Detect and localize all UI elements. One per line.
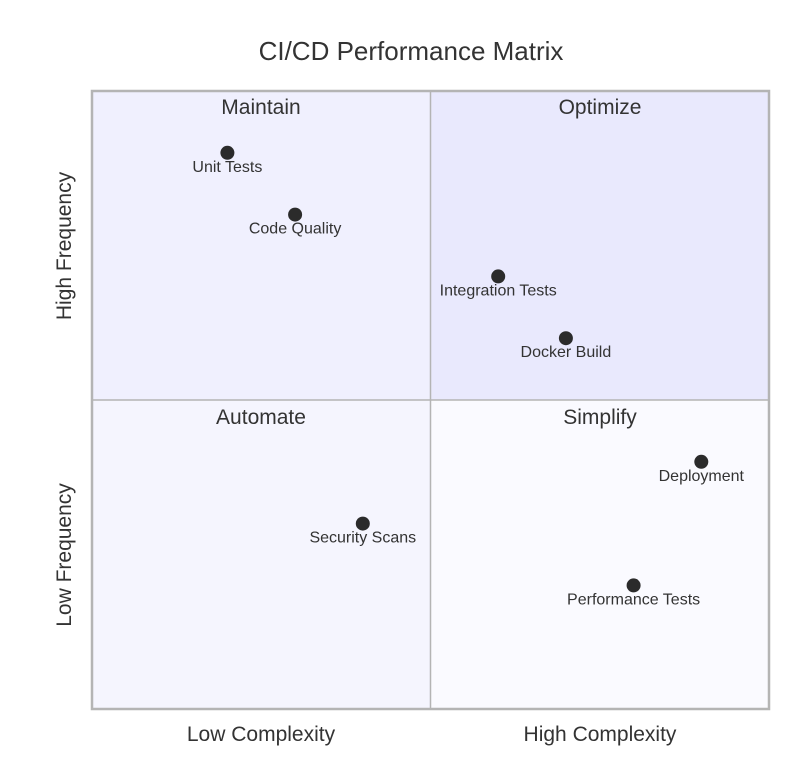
quadrant-top-left — [92, 91, 431, 400]
points-layer: Unit Tests Code Quality Integration Tests D… — [192, 145, 745, 608]
quadrant-label-bottom-right: Simplify — [563, 406, 637, 429]
data-point-label: Unit Tests — [192, 159, 262, 176]
y-axis-label-low: Low Frequency — [53, 483, 76, 627]
x-axis-label-low: Low Complexity — [187, 723, 336, 746]
quadrant-bottom-left — [92, 400, 431, 709]
y-axis-label-high: High Frequency — [53, 171, 76, 320]
quadrant-label-top-left: Maintain — [221, 96, 300, 119]
data-point-label: Security Scans — [309, 530, 416, 547]
data-point — [220, 145, 235, 160]
data-point-label: Integration Tests — [440, 282, 557, 299]
data-point-label: Code Quality — [249, 221, 342, 238]
data-point-label: Docker Build — [521, 344, 612, 361]
quadrant-top-right — [430, 91, 769, 400]
data-point-label: Deployment — [659, 468, 745, 485]
x-axis-label-high: High Complexity — [524, 723, 677, 746]
data-point — [355, 516, 370, 531]
quadrant-bottom-right — [430, 400, 769, 709]
data-point — [626, 578, 641, 593]
plot-border — [90, 89, 771, 711]
data-point — [288, 207, 303, 222]
chart-title: CI/CD Performance Matrix — [259, 36, 564, 66]
data-point — [558, 331, 573, 346]
quadrant-label-bottom-left: Automate — [216, 406, 306, 429]
quadrant-label-top-right: Optimize — [559, 96, 642, 119]
data-point-label: Performance Tests — [567, 591, 700, 608]
data-point — [491, 269, 506, 284]
data-point — [694, 454, 709, 469]
